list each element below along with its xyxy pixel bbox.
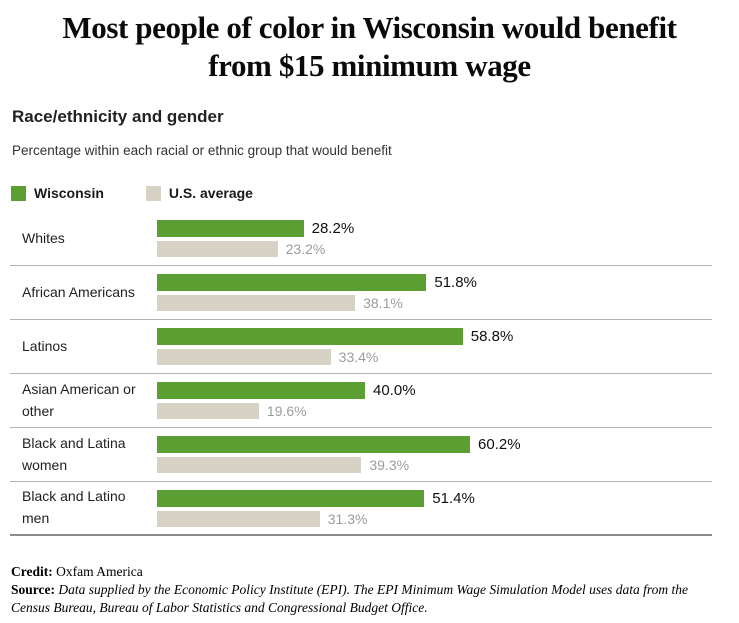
category-label: Black and Latino men — [22, 488, 126, 526]
bar-group: 51.4% 31.3% — [157, 489, 712, 527]
bar-us-average — [157, 510, 320, 527]
chart-row: Whites 28.2% 23.2% — [10, 212, 712, 266]
value-label: 58.8% — [470, 328, 514, 345]
credit-label: Credit: — [11, 564, 53, 579]
bar-line: 51.4% — [157, 489, 712, 507]
bar-line: 58.8% — [157, 328, 712, 345]
value-label: 23.2% — [285, 241, 326, 257]
chart-description: Percentage within each racial or ethnic … — [12, 143, 392, 158]
chart-row: Asian American or other 40.0% 19.6% — [10, 374, 712, 428]
footer: Credit: Oxfam America Source: Data suppl… — [11, 563, 719, 617]
value-label: 28.2% — [311, 220, 355, 237]
value-label: 19.6% — [266, 403, 307, 419]
legend-item-us-average: U.S. average — [145, 185, 253, 201]
source-text: Data supplied by the Economic Policy Ins… — [11, 581, 689, 615]
credit-line: Credit: Oxfam America — [11, 563, 719, 581]
value-label: 33.4% — [338, 349, 379, 365]
chart-title: Most people of color in Wisconsin would … — [0, 0, 739, 85]
bar-wisconsin — [157, 220, 304, 237]
value-label: 38.1% — [363, 295, 403, 311]
bar-group: 28.2% 23.2% — [157, 220, 712, 257]
legend-label: Wisconsin — [34, 185, 104, 201]
legend-item-wisconsin: Wisconsin — [11, 185, 104, 201]
bar-wisconsin — [157, 274, 427, 291]
bar-us-average — [157, 457, 362, 473]
chart-row: Black and Latino men 51.4% 31.3% — [10, 482, 712, 536]
bar-line: 40.0% — [157, 382, 712, 399]
value-label: 60.2% — [478, 436, 521, 453]
legend-label: U.S. average — [168, 185, 253, 201]
chart-row: Black and Latina women 60.2% 39.3% — [10, 428, 712, 482]
bar-chart: Whites 28.2% 23.2% African Americans 51.8% 38… — [10, 212, 712, 536]
value-label: 51.8% — [434, 274, 477, 291]
bar-line: 31.3% — [157, 510, 712, 527]
legend: Wisconsin U.S. average — [11, 185, 739, 201]
value-label: 31.3% — [327, 510, 368, 527]
bar-line: 60.2% — [157, 436, 712, 453]
bar-wisconsin — [157, 328, 463, 345]
us-average-swatch-icon — [145, 185, 161, 201]
category-label: African Americans — [22, 283, 135, 300]
bar-line: 33.4% — [157, 349, 712, 365]
source-label: Source: — [11, 581, 55, 597]
bar-line: 51.8% — [157, 274, 712, 291]
bar-group: 51.8% 38.1% — [157, 274, 712, 311]
bar-line: 39.3% — [157, 457, 712, 473]
category-label: Asian American or other — [22, 380, 136, 419]
chart-row: African Americans 51.8% 38.1% — [10, 266, 712, 320]
credit-text: Oxfam America — [56, 564, 143, 579]
bar-group: 60.2% 39.3% — [157, 436, 712, 473]
chart-title-line2: from $15 minimum wage — [208, 48, 531, 83]
source-line: Source: Data supplied by the Economic Po… — [11, 581, 719, 617]
value-label: 51.4% — [432, 489, 475, 507]
bar-line: 38.1% — [157, 295, 712, 311]
chart-row: Latinos 58.8% 33.4% — [10, 320, 712, 374]
bar-line: 28.2% — [157, 220, 712, 237]
bar-wisconsin — [157, 436, 471, 453]
bar-line: 23.2% — [157, 241, 712, 257]
bar-us-average — [157, 403, 259, 419]
category-label: Latinos — [22, 337, 68, 354]
wisconsin-swatch-icon — [11, 185, 26, 201]
value-label: 40.0% — [373, 382, 416, 399]
bar-group: 58.8% 33.4% — [157, 328, 712, 365]
bar-wisconsin — [157, 382, 365, 399]
chart-title-line1: Most people of color in Wisconsin would … — [62, 10, 677, 45]
bar-line: 19.6% — [157, 403, 712, 419]
bar-us-average — [157, 241, 278, 257]
category-label: Black and Latina women — [22, 434, 126, 473]
bar-group: 40.0% 19.6% — [157, 382, 712, 419]
bar-us-average — [157, 349, 331, 365]
bar-wisconsin — [157, 489, 425, 507]
section-heading: Race/ethnicity and gender — [12, 107, 224, 126]
category-label: Whites — [22, 229, 65, 246]
bar-us-average — [157, 295, 356, 311]
value-label: 39.3% — [369, 457, 410, 473]
